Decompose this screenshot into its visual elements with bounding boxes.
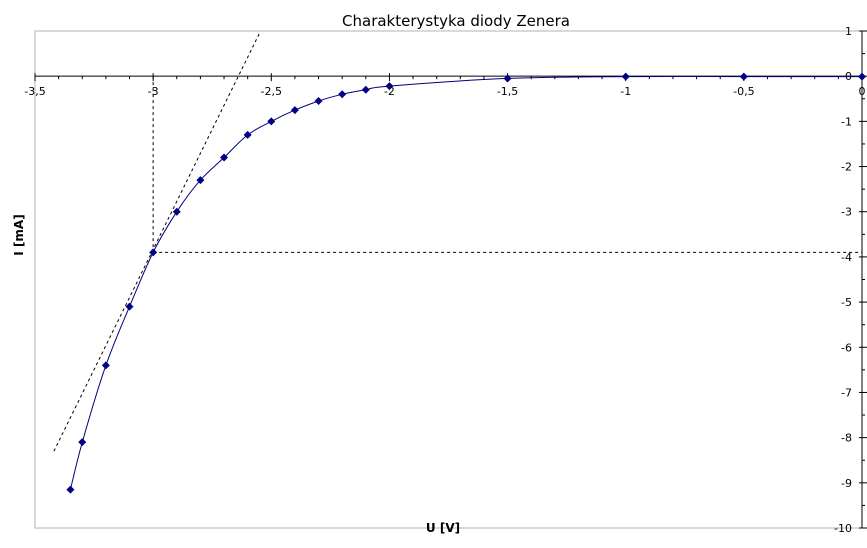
axes: -3,5 -3 -2,5 -2 -1,5 -1 -0,5 010-1-2-3-4-5-6-7-… — [24, 25, 867, 535]
data-point — [172, 207, 181, 216]
data-point — [503, 74, 512, 83]
data-point — [290, 106, 299, 115]
y-tick-label: -10 — [834, 522, 852, 535]
x-tick-label: -1,5 — [497, 85, 518, 98]
data-point — [196, 176, 205, 185]
data-point — [101, 361, 110, 370]
chart-title: Charakterystyka diody Zenera — [342, 12, 570, 30]
x-tick-label: -3,5 — [24, 85, 45, 98]
data-point — [66, 485, 75, 494]
x-tick-label: -1 — [620, 85, 631, 98]
y-tick-label: -1 — [841, 115, 852, 128]
data-point — [338, 90, 347, 99]
y-tick-label: -9 — [841, 477, 852, 490]
y-tick-label: -5 — [841, 296, 852, 309]
series-group — [66, 72, 866, 494]
data-point — [621, 72, 630, 81]
x-tick-label: -2 — [384, 85, 395, 98]
plot-frame — [34, 30, 863, 529]
y-tick-label: -4 — [841, 251, 852, 264]
y-tick-label: -2 — [841, 161, 852, 174]
guide-lines — [53, 33, 862, 452]
x-tick-label: -0,5 — [733, 85, 754, 98]
data-point — [267, 117, 276, 126]
y-axis-label: I [mA] — [12, 214, 26, 255]
y-tick-label: -7 — [841, 386, 852, 399]
data-point — [739, 72, 748, 81]
x-tick-label: -3 — [148, 85, 159, 98]
x-tick-label: -2,5 — [261, 85, 282, 98]
y-tick-label: -8 — [841, 432, 852, 445]
data-point — [385, 82, 394, 91]
data-point — [361, 85, 370, 94]
data-point — [125, 302, 134, 311]
series-line — [69, 75, 862, 490]
y-tick-label: -3 — [841, 206, 852, 219]
y-tick-label: 1 — [845, 25, 852, 38]
data-point — [78, 438, 87, 447]
data-point — [314, 97, 323, 106]
data-point — [243, 130, 252, 139]
x-axis-label: U [V] — [426, 521, 460, 535]
data-point — [220, 153, 229, 162]
data-point — [858, 72, 866, 81]
data-point — [149, 248, 158, 257]
y-tick-label: -6 — [841, 341, 852, 354]
x-tick-label: 0 — [859, 85, 866, 98]
